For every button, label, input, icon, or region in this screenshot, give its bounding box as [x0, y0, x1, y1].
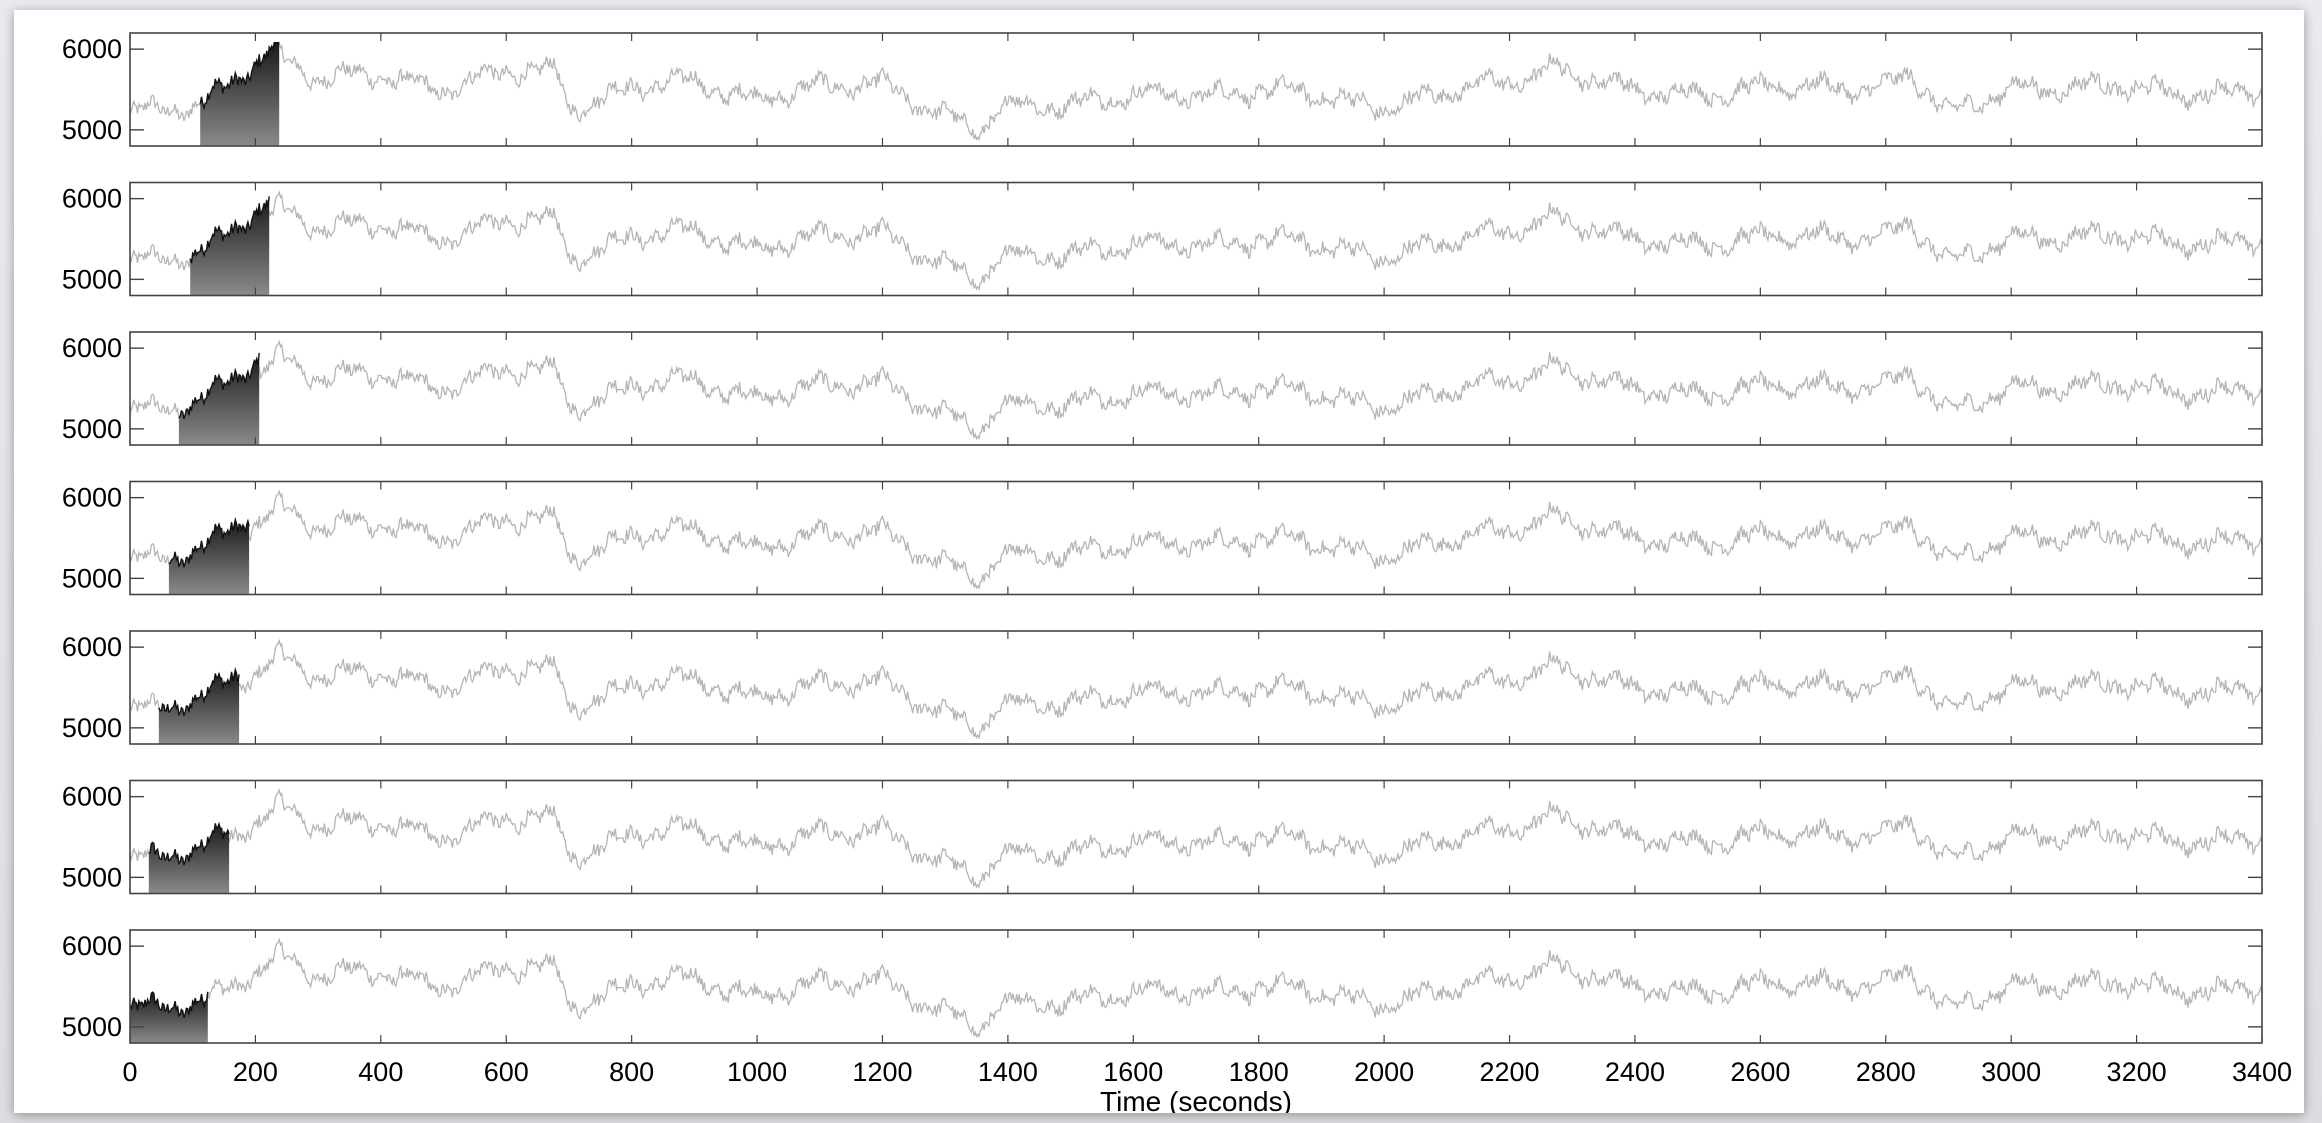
x-tick-label: 2400 [1605, 1057, 1665, 1087]
panel-1: 5000 6000 [62, 32, 2263, 147]
y-tick-label: 6000 [62, 483, 122, 513]
panel-frame [129, 32, 2263, 147]
y-tick-label: 5000 [62, 264, 122, 294]
panel-6: 5000 6000 [62, 779, 2263, 895]
panel-trace [129, 489, 2263, 590]
y-tick-label: 6000 [62, 782, 122, 812]
x-tick-label: 2800 [1856, 1057, 1916, 1087]
panel-trace [129, 190, 2263, 291]
x-tick-label: 1600 [1103, 1057, 1163, 1087]
panel-trace [129, 40, 2263, 142]
y-tick-label: 5000 [62, 713, 122, 743]
x-tick-label: 200 [233, 1057, 278, 1087]
panel-frame [129, 929, 2263, 1044]
panel-7: 5000 6000 [62, 929, 2263, 1044]
y-tick-label: 5000 [62, 115, 122, 145]
x-tick-label: 3200 [2107, 1057, 2167, 1087]
x-tick-label: 600 [484, 1057, 529, 1087]
highlight-window-area [178, 352, 260, 445]
y-tick-label: 5000 [62, 1012, 122, 1042]
panel-frame [129, 630, 2263, 745]
chart-sheet: 5000 6000 5000 6000 5000 6000 5000 6000 5000 6000… [14, 10, 2304, 1113]
highlight-window-trace [158, 666, 240, 717]
panel-frame [129, 480, 2263, 596]
panel-frame [129, 181, 2263, 297]
x-tick-label: 1000 [727, 1057, 787, 1087]
highlight-window-trace [199, 42, 280, 111]
panel-trace [129, 788, 2263, 889]
highlight-window-area [200, 42, 280, 147]
panel-trace [129, 937, 2263, 1039]
x-tick-label: 0 [122, 1057, 137, 1087]
panel-trace [129, 638, 2263, 740]
x-tick-label: 2600 [1730, 1057, 1790, 1087]
y-tick-label: 6000 [62, 931, 122, 961]
x-tick-label: 3400 [2232, 1057, 2292, 1087]
x-tick-label: 3000 [1981, 1057, 2041, 1087]
x-tick-label: 1200 [852, 1057, 912, 1087]
highlight-window-trace [189, 196, 270, 264]
x-axis-title: Time (seconds) [1100, 1086, 1292, 1113]
x-tick-label: 1800 [1229, 1057, 1289, 1087]
highlight-window-area [158, 669, 240, 744]
panel-2: 5000 6000 [62, 181, 2263, 297]
y-tick-label: 5000 [62, 862, 122, 892]
x-tick-label: 800 [609, 1057, 654, 1087]
panel-trace [129, 339, 2263, 441]
highlight-window-area [130, 991, 208, 1043]
x-tick-label: 2200 [1479, 1057, 1539, 1087]
panel-frame [129, 779, 2263, 895]
stacked-time-series-chart: 5000600050006000500060005000600050006000… [62, 32, 2292, 1113]
highlight-window-area [148, 823, 230, 894]
y-tick-label: 5000 [62, 563, 122, 593]
highlight-window-trace [178, 352, 260, 420]
y-tick-label: 6000 [62, 184, 122, 214]
x-tick-label: 400 [358, 1057, 403, 1087]
highlight-window-area [168, 519, 250, 595]
highlight-window-trace [129, 991, 209, 1019]
panel-4: 5000 6000 [62, 480, 2263, 596]
x-tick-label: 2000 [1354, 1057, 1414, 1087]
panel-frame [129, 331, 2263, 446]
y-tick-label: 5000 [62, 414, 122, 444]
panel-5: 5000 6000 [62, 630, 2263, 745]
y-tick-label: 6000 [62, 632, 122, 662]
highlight-window-area [190, 196, 270, 296]
y-tick-label: 6000 [62, 333, 122, 363]
highlight-window-trace [148, 821, 230, 866]
highlight-window-trace [168, 516, 250, 568]
x-tick-label: 1400 [978, 1057, 1038, 1087]
y-tick-label: 6000 [62, 34, 122, 64]
panel-3: 5000 6000 [62, 331, 2263, 446]
